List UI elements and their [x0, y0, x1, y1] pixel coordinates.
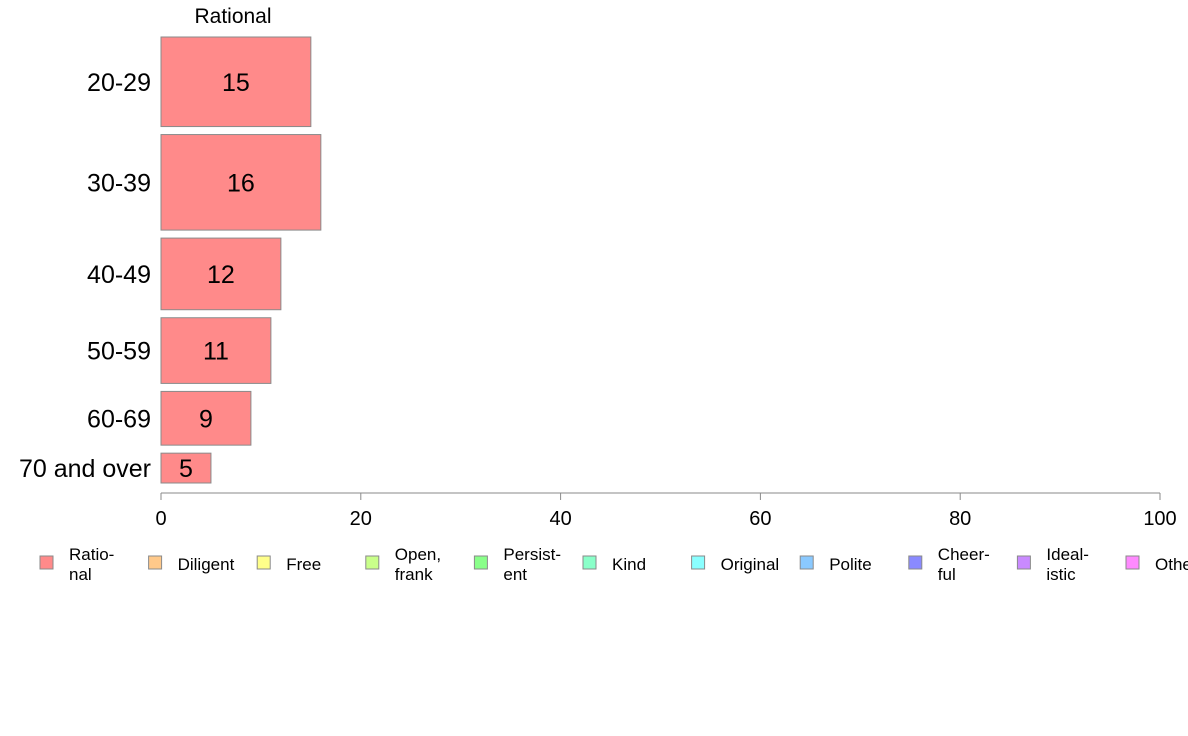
legend-label: Ideal-istic — [1046, 545, 1089, 584]
legend-label: Polite — [829, 555, 872, 574]
legend-label: Cheer-ful — [938, 545, 990, 584]
category-label: 50-59 — [87, 338, 151, 366]
legend-swatch — [908, 555, 923, 570]
bar-70 and over — [160, 452, 212, 484]
bar-value-label: 9 — [199, 405, 213, 433]
bar-value-label: 11 — [203, 338, 229, 366]
bar-40-49 — [160, 237, 282, 311]
bars-group: 15 20-29 16 30-39 12 40-49 11 50-59 9 60-69 5 70 an… — [19, 36, 322, 484]
x-tick-label: 40 — [549, 508, 571, 530]
legend-label: Free — [286, 555, 321, 574]
legend-swatch — [1016, 555, 1031, 570]
legend-label: Other — [1155, 555, 1188, 574]
x-tick-label: 60 — [749, 508, 771, 530]
legend-label: Persist-ent — [503, 545, 561, 584]
category-label: 20-29 — [87, 69, 151, 97]
panel-title: Rational — [194, 5, 271, 28]
x-tick-label: 20 — [350, 508, 372, 530]
category-label: 60-69 — [87, 405, 151, 433]
x-tick-label: 0 — [155, 508, 166, 530]
category-label: 30-39 — [87, 169, 151, 197]
legend-swatch — [148, 555, 163, 570]
legend-label: Ratio-nal — [69, 545, 114, 584]
legend-swatch — [473, 555, 488, 570]
bar-20-29 — [160, 36, 312, 128]
legend-swatch — [691, 555, 706, 570]
bar-value-label: 12 — [207, 261, 235, 289]
legend-label: Kind — [612, 555, 646, 574]
bar-30-39 — [160, 134, 322, 231]
legend: Ratio-nal Diligent Free Open, frank Persist-e… — [39, 545, 1188, 584]
bar-value-label: 5 — [179, 455, 193, 483]
x-axis: 0 20 40 60 80 100 — [155, 492, 1177, 530]
legend-swatch — [365, 555, 380, 570]
bar-value-label: 15 — [222, 69, 250, 97]
legend-label: Original — [721, 555, 780, 574]
category-label: 40-49 — [87, 261, 151, 289]
category-label: 70 and over — [19, 455, 151, 483]
legend-swatch — [1125, 555, 1140, 570]
x-tick-label: 100 — [1143, 508, 1176, 530]
bar-60-69 — [160, 390, 252, 446]
legend-swatch — [256, 555, 271, 570]
legend-label: Open, frank — [395, 545, 441, 584]
legend-swatch — [39, 555, 54, 570]
bar-value-label: 16 — [227, 169, 255, 197]
bar-50-59 — [160, 317, 272, 384]
legend-label: Diligent — [178, 555, 235, 574]
legend-swatch — [582, 555, 597, 570]
legend-swatch — [799, 555, 814, 570]
x-tick-label: 80 — [949, 508, 971, 530]
